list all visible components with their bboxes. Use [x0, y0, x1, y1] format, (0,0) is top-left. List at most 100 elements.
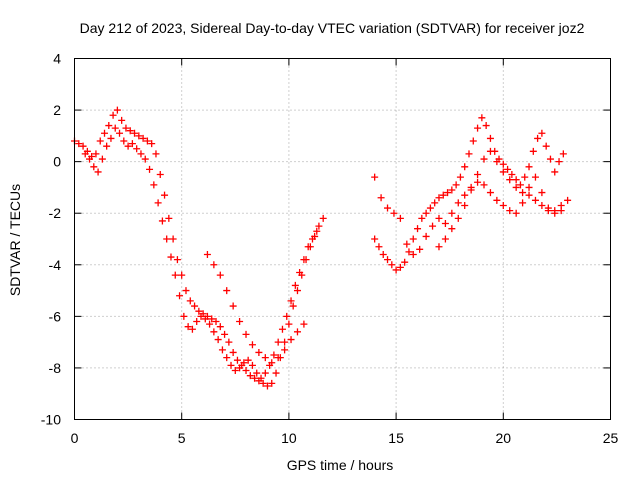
data-point	[150, 181, 158, 189]
data-point	[454, 214, 462, 222]
data-point	[128, 140, 136, 148]
data-point	[516, 181, 524, 189]
data-point	[229, 302, 237, 310]
data-point	[212, 318, 220, 326]
data-point	[203, 250, 211, 258]
data-point	[405, 248, 413, 256]
data-point	[418, 214, 426, 222]
x-tick-label: 20	[496, 430, 512, 446]
data-point	[448, 209, 456, 217]
series-track-b	[81, 124, 321, 382]
data-point	[113, 106, 121, 114]
data-point	[156, 171, 164, 179]
data-point	[461, 163, 469, 171]
data-point	[444, 189, 452, 197]
data-point	[105, 122, 113, 130]
data-point	[120, 137, 128, 145]
data-point	[521, 173, 529, 181]
data-point	[94, 168, 102, 176]
data-point	[551, 207, 559, 215]
plot-frame	[74, 58, 611, 420]
data-point	[422, 209, 430, 217]
data-point	[90, 163, 98, 171]
data-point	[551, 168, 559, 176]
data-point	[231, 367, 239, 375]
data-point	[429, 222, 437, 230]
data-point	[519, 189, 527, 197]
data-point	[180, 312, 188, 320]
data-point	[274, 354, 282, 362]
data-point	[216, 323, 224, 331]
data-point	[506, 207, 514, 215]
data-point	[246, 372, 254, 380]
data-point	[248, 361, 256, 369]
data-point	[206, 320, 214, 328]
data-point	[167, 253, 175, 261]
data-point	[499, 160, 507, 168]
data-point	[154, 199, 162, 207]
data-point	[291, 281, 299, 289]
data-point	[371, 235, 379, 243]
data-point	[538, 201, 546, 209]
data-point	[169, 235, 177, 243]
data-point	[480, 181, 488, 189]
data-point	[546, 155, 554, 163]
data-point	[304, 243, 312, 251]
data-point	[101, 129, 109, 137]
data-point	[454, 199, 462, 207]
data-point	[486, 147, 494, 155]
data-point	[493, 158, 501, 166]
data-point	[456, 173, 464, 181]
data-point	[557, 201, 565, 209]
data-point	[79, 142, 87, 150]
data-point	[396, 214, 404, 222]
data-point	[251, 374, 259, 382]
data-point	[499, 201, 507, 209]
data-point	[313, 227, 321, 235]
data-point	[236, 364, 244, 372]
data-point	[401, 258, 409, 266]
data-point	[377, 194, 385, 202]
data-point	[469, 137, 477, 145]
data-point	[409, 235, 417, 243]
data-point	[118, 116, 126, 124]
data-point	[248, 341, 256, 349]
data-point	[171, 271, 179, 279]
data-point	[227, 361, 235, 369]
data-point	[371, 173, 379, 181]
x-tick-labels: 0 5 10 15 20 25	[71, 430, 619, 446]
y-tick-labels: -10 -8 -6 -4 -2 0 2 4	[41, 51, 61, 428]
data-point	[474, 178, 482, 186]
data-point	[193, 318, 201, 326]
data-point	[233, 356, 241, 364]
data-point	[461, 201, 469, 209]
data-point	[261, 354, 269, 362]
data-point	[512, 183, 520, 191]
data-point	[165, 214, 173, 222]
data-point	[396, 263, 404, 271]
data-point	[538, 189, 546, 197]
data-point	[255, 348, 263, 356]
data-point	[141, 155, 149, 163]
data-point	[263, 382, 271, 390]
data-point	[92, 150, 100, 158]
data-point	[519, 199, 527, 207]
data-point	[195, 307, 203, 315]
data-point	[542, 142, 550, 150]
series-track-c	[203, 250, 308, 367]
data-point	[416, 245, 424, 253]
data-point	[508, 171, 516, 179]
y-tick-label: 2	[53, 102, 61, 118]
data-point	[403, 240, 411, 248]
data-point	[107, 134, 115, 142]
data-point	[555, 158, 563, 166]
data-point	[392, 266, 400, 274]
data-point	[531, 173, 539, 181]
data-point	[281, 346, 289, 354]
data-point	[163, 235, 171, 243]
data-point	[525, 191, 533, 199]
data-point	[161, 191, 169, 199]
data-point	[75, 140, 83, 148]
data-point	[512, 209, 520, 217]
